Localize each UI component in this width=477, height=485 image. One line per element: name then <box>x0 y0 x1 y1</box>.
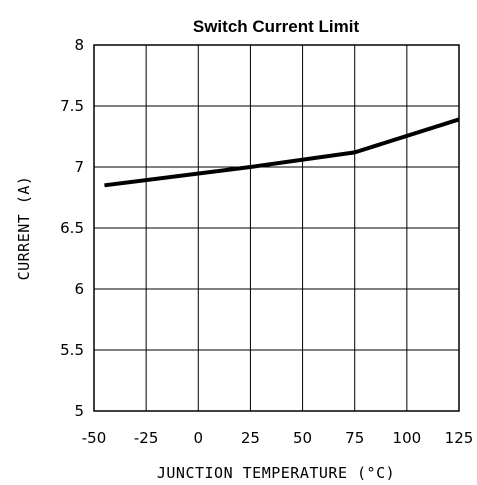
x-tick-label: 100 <box>393 429 422 447</box>
plot-frame <box>93 44 460 412</box>
y-tick-labels: 5 5.5 6 6.5 7 7.5 8 <box>60 36 84 420</box>
y-tick-label: 8 <box>74 36 84 54</box>
x-tick-label: 50 <box>293 429 312 447</box>
y-tick-label: 7.5 <box>60 97 84 115</box>
y-axis-label: CURRENT (A) <box>15 176 33 281</box>
y-tick-label: 5.5 <box>60 341 84 359</box>
x-tick-label: 0 <box>194 429 204 447</box>
y-tick-label: 5 <box>74 402 84 420</box>
x-tick-label: 25 <box>241 429 260 447</box>
x-tick-label: -50 <box>82 429 107 447</box>
y-tick-label: 6 <box>74 280 84 298</box>
series-line <box>104 117 460 188</box>
x-tick-label: -25 <box>134 429 159 447</box>
grid <box>93 44 460 412</box>
x-tick-label: 125 <box>445 429 474 447</box>
series-lines <box>104 117 460 188</box>
x-tick-labels: -50 -25 0 25 50 75 100 125 <box>82 429 474 447</box>
y-tick-label: 6.5 <box>60 219 84 237</box>
x-axis-label: JUNCTION TEMPERATURE (°C) <box>157 464 395 482</box>
chart-title: Switch Current Limit <box>193 17 360 36</box>
y-tick-label: 7 <box>74 158 84 176</box>
x-tick-label: 75 <box>345 429 364 447</box>
